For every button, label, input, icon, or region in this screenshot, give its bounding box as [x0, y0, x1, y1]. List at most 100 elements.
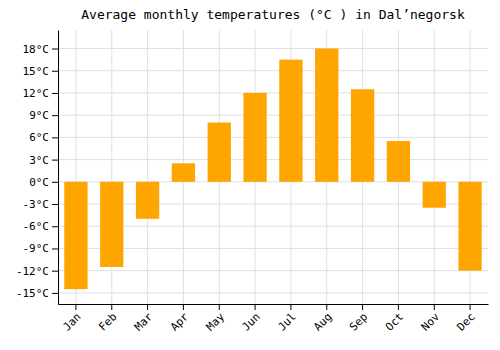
tick-label: -3°C: [23, 198, 50, 211]
tick: -6°C: [23, 220, 59, 233]
tick: -15°C: [16, 287, 58, 300]
grid-line: [58, 159, 488, 160]
tick-mark: [52, 160, 58, 161]
tick-mark: [52, 226, 58, 227]
tick: Jul: [275, 304, 298, 334]
bar: [351, 89, 374, 182]
tick: Jan: [60, 304, 83, 334]
tick-label: May: [204, 310, 228, 334]
tick: Sep: [347, 304, 370, 334]
tick-label: 18°C: [23, 43, 50, 56]
tick-label: Jul: [275, 310, 298, 333]
tick-mark: [52, 248, 58, 249]
tick-mark: [52, 182, 58, 183]
bar: [100, 182, 123, 267]
tick-mark: [52, 71, 58, 72]
tick-label: -9°C: [23, 242, 50, 255]
tick: Apr: [168, 304, 192, 334]
bar: [387, 141, 410, 182]
tick-label: -12°C: [16, 265, 49, 278]
tick: Aug: [311, 304, 334, 334]
tick-label: Aug: [311, 310, 334, 333]
tick-label: Jan: [60, 310, 83, 333]
plot: -15°C -12°C -9°C -6°C -3°C 0°C 3°C 6°C 9°C 12°C 15…: [16, 30, 489, 334]
tick-mark: [147, 304, 148, 310]
tick-mark: [52, 49, 58, 50]
tick-mark: [290, 304, 291, 310]
bar: [243, 93, 266, 182]
tick-mark: [52, 115, 58, 116]
grid-line: [58, 292, 488, 293]
tick: May: [204, 304, 228, 334]
bars: [64, 49, 481, 290]
bar: [136, 182, 159, 219]
grid-line: [58, 48, 488, 49]
tick-mark: [398, 304, 399, 310]
grid-line: [58, 70, 488, 71]
grid-line: [58, 137, 488, 138]
tick: -12°C: [16, 265, 58, 278]
tick-mark: [219, 304, 220, 310]
tick: -3°C: [23, 198, 59, 211]
tick-label: Dec: [455, 310, 478, 333]
tick-label: Jun: [240, 310, 263, 333]
tick-mark: [255, 304, 256, 310]
tick-mark: [52, 204, 58, 205]
tick-label: 15°C: [23, 65, 50, 78]
tick: 9°C: [29, 109, 58, 122]
tick-label: Feb: [96, 310, 119, 333]
bar: [208, 123, 231, 182]
tick-mark: [52, 293, 58, 294]
tick-label: 0°C: [29, 176, 49, 189]
tick-label: 9°C: [29, 109, 49, 122]
tick: 15°C: [23, 65, 59, 78]
tick-label: Mar: [132, 310, 156, 334]
tick-mark: [326, 304, 327, 310]
tick-mark: [183, 304, 184, 310]
tick-label: 12°C: [23, 87, 50, 100]
bar: [279, 60, 302, 182]
bar: [423, 182, 446, 208]
bar: [315, 49, 338, 182]
tick-mark: [111, 304, 112, 310]
tick-label: Nov: [419, 310, 443, 334]
tick-label: Sep: [347, 310, 370, 333]
grid-line: [58, 270, 488, 271]
tick: Jun: [240, 304, 263, 334]
title: Average monthly temperatures (°C ) in Da…: [81, 7, 465, 22]
tick: -9°C: [23, 242, 59, 255]
tick-mark: [52, 137, 58, 138]
tick: Nov: [419, 304, 443, 334]
x-axis: Jan Feb Mar Apr May Jun Jul Aug Sep Oct Nov Dec: [59, 304, 489, 334]
tick: Mar: [132, 304, 156, 334]
bar: [458, 182, 481, 271]
tick: 0°C: [29, 176, 58, 189]
chart: -15°C -12°C -9°C -6°C -3°C 0°C 3°C 6°C 9°C 12°C 15…: [0, 0, 500, 350]
tick-mark: [75, 304, 76, 310]
tick-label: Apr: [168, 310, 192, 334]
tick: 3°C: [29, 154, 58, 167]
tick-mark: [52, 93, 58, 94]
tick: Feb: [96, 304, 119, 334]
tick-mark: [470, 304, 471, 310]
grid-line: [147, 30, 148, 304]
grid-line: [58, 115, 488, 116]
tick-mark: [434, 304, 435, 310]
grid: [58, 30, 488, 304]
tick-mark: [52, 271, 58, 272]
tick: Oct: [383, 304, 406, 334]
tick: 12°C: [23, 87, 59, 100]
tick-label: -15°C: [16, 287, 49, 300]
bar: [172, 163, 195, 182]
y-axis: -15°C -12°C -9°C -6°C -3°C 0°C 3°C 6°C 9°C 12°C 15…: [16, 31, 59, 305]
grid-line: [434, 30, 435, 304]
tick-label: 6°C: [29, 131, 49, 144]
grid-line: [58, 92, 488, 93]
tick-label: Oct: [383, 310, 406, 333]
axis-line: [59, 304, 489, 305]
tick-mark: [362, 304, 363, 310]
axis-line: [58, 31, 59, 305]
tick-label: 3°C: [29, 154, 49, 167]
bar: [64, 182, 87, 289]
tick-label: -6°C: [23, 220, 50, 233]
